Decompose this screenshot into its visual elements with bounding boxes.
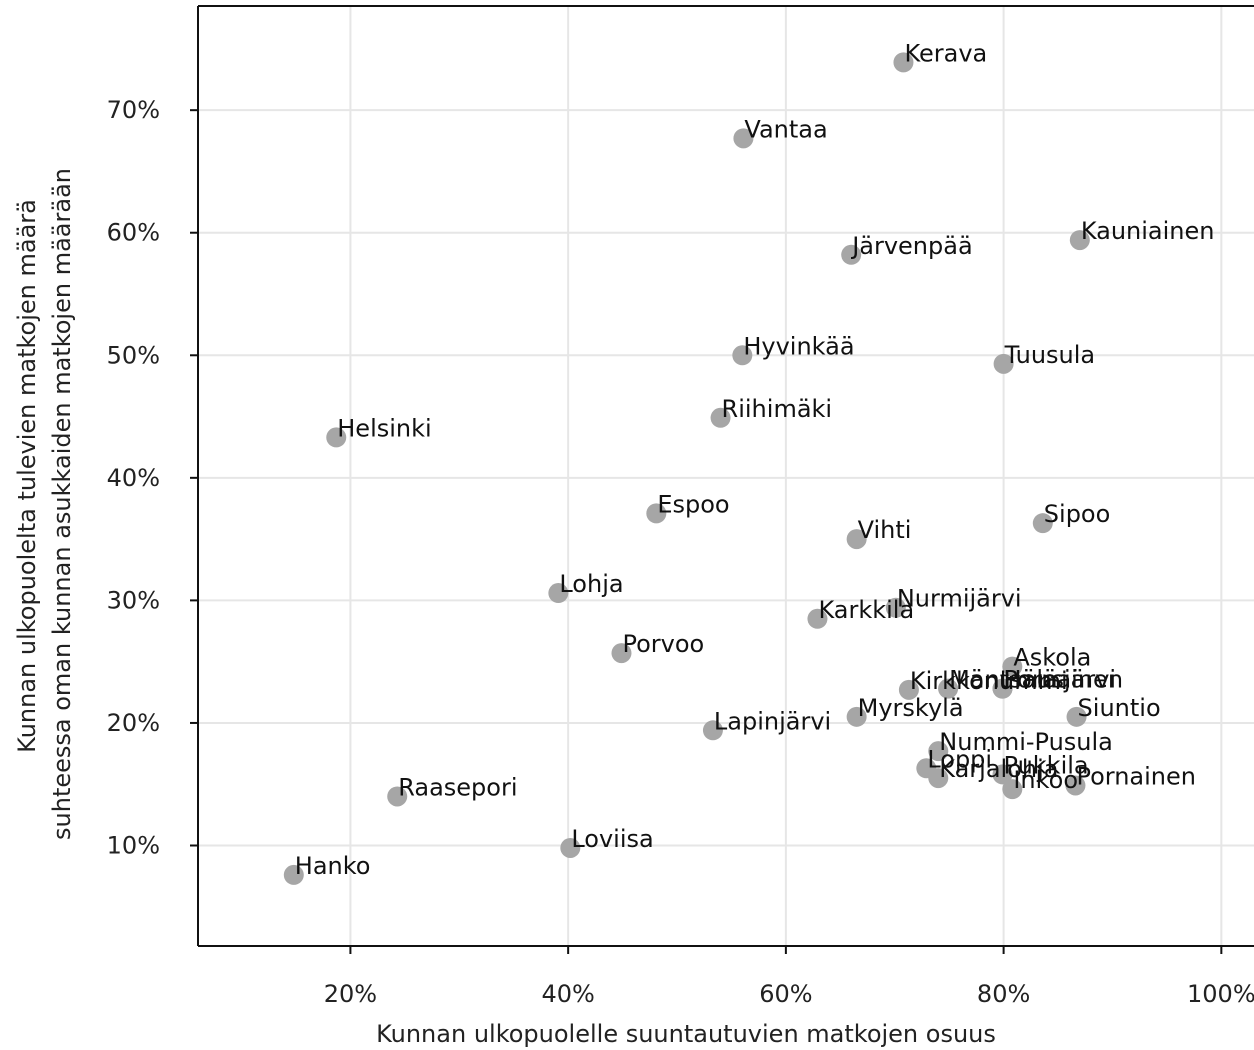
y-axis-title-line-1: Kunnan ulkopuolelta tulevien matkojen mä… bbox=[13, 199, 41, 753]
data-point bbox=[283, 864, 304, 885]
data-point bbox=[898, 679, 919, 700]
data-label: Vantaa bbox=[744, 115, 827, 143]
data-point bbox=[938, 678, 959, 699]
data-point bbox=[993, 353, 1014, 374]
data-label: Järvenpää bbox=[850, 232, 972, 260]
data-label: Raasepori bbox=[398, 773, 517, 801]
data-label: Sipoo bbox=[1044, 500, 1111, 528]
data-point bbox=[326, 427, 347, 448]
data-label: Mäntsälä bbox=[949, 666, 1058, 694]
data-label: Pornainen bbox=[1076, 762, 1196, 790]
data-point bbox=[885, 597, 906, 618]
y-tick-label: 20% bbox=[107, 709, 160, 737]
data-point bbox=[928, 741, 949, 762]
data-point bbox=[807, 608, 828, 629]
data-label: Kirkkonummi bbox=[910, 667, 1068, 695]
y-tick-label: 70% bbox=[107, 96, 160, 124]
data-label: Karkkila bbox=[818, 596, 914, 624]
grid-lines bbox=[198, 6, 1254, 946]
data-point bbox=[548, 583, 569, 604]
data-point bbox=[611, 643, 632, 664]
data-point bbox=[710, 407, 731, 428]
data-point bbox=[1069, 230, 1090, 251]
x-tick-label: 60% bbox=[759, 980, 812, 1008]
x-tick-label: 40% bbox=[541, 980, 594, 1008]
point-labels: Kerava Vantaa Kauniainen Järvenpää Hyvinkää T… bbox=[295, 39, 1215, 880]
data-label: Kerava bbox=[904, 39, 987, 67]
data-label: Helsinki bbox=[337, 414, 431, 442]
y-tick-label: 60% bbox=[107, 219, 160, 247]
x-axis-ticks: 20% 40% 60% 80% 100% bbox=[324, 946, 1254, 1008]
x-axis-title: Kunnan ulkopuolelle suuntautuvien matkoj… bbox=[376, 1020, 996, 1048]
data-label: Lohja bbox=[559, 570, 623, 598]
data-point bbox=[893, 52, 914, 73]
y-tick-label: 30% bbox=[107, 586, 160, 614]
y-tick-label: 50% bbox=[107, 341, 160, 369]
data-point bbox=[846, 529, 867, 550]
data-label: Lapinjärvi bbox=[714, 707, 831, 735]
data-label: Tuusula bbox=[1004, 341, 1096, 369]
data-point bbox=[646, 503, 667, 524]
x-tick-label: 100% bbox=[1187, 980, 1254, 1008]
data-point bbox=[992, 764, 1013, 785]
x-tick-label: 80% bbox=[977, 980, 1030, 1008]
data-label: Nurmijärvi bbox=[897, 585, 1022, 613]
data-point bbox=[732, 345, 753, 366]
data-label: Hanko bbox=[295, 852, 371, 880]
data-label: Loviisa bbox=[571, 825, 653, 853]
data-point bbox=[387, 786, 408, 807]
y-tick-label: 10% bbox=[107, 832, 160, 860]
data-label: Pornainen bbox=[1004, 666, 1124, 694]
data-label: Vihti bbox=[858, 516, 912, 544]
data-point bbox=[992, 678, 1013, 699]
data-point bbox=[560, 837, 581, 858]
y-axis-title-line-2: suhteessa oman kunnan asukkaiden matkoje… bbox=[48, 168, 76, 840]
data-label: Kauniainen bbox=[1081, 217, 1215, 245]
data-point bbox=[1002, 656, 1023, 677]
y-axis-ticks: 10% 20% 30% 40% 50% 60% 70% bbox=[107, 96, 198, 860]
data-label: Karjalohja bbox=[939, 755, 1058, 783]
y-tick-label: 40% bbox=[107, 464, 160, 492]
data-label: Hyvinkää bbox=[743, 332, 854, 360]
data-label: Porvoo bbox=[622, 630, 704, 658]
data-label: Nummi-Pusula bbox=[939, 728, 1113, 756]
data-point bbox=[1066, 706, 1087, 727]
data-label: Siuntio bbox=[1078, 694, 1161, 722]
data-point bbox=[702, 720, 723, 741]
data-point bbox=[1002, 779, 1023, 800]
data-label: Hausjärvi bbox=[1004, 666, 1117, 694]
data-point bbox=[846, 706, 867, 727]
data-label: Loppi bbox=[927, 745, 992, 773]
data-label: Inkoo bbox=[1013, 766, 1078, 794]
x-tick-label: 20% bbox=[324, 980, 377, 1008]
data-label: Myrskylä bbox=[858, 694, 964, 722]
data-label: Pukkila bbox=[1004, 751, 1089, 779]
data-label: Riihimäki bbox=[722, 395, 833, 423]
data-point bbox=[841, 244, 862, 265]
data-label: Askola bbox=[1013, 644, 1091, 672]
data-point bbox=[1032, 513, 1053, 534]
data-point bbox=[733, 128, 754, 149]
data-label: Espoo bbox=[657, 490, 729, 518]
data-points bbox=[283, 52, 1090, 885]
data-point bbox=[1065, 775, 1086, 796]
data-point bbox=[928, 768, 949, 789]
